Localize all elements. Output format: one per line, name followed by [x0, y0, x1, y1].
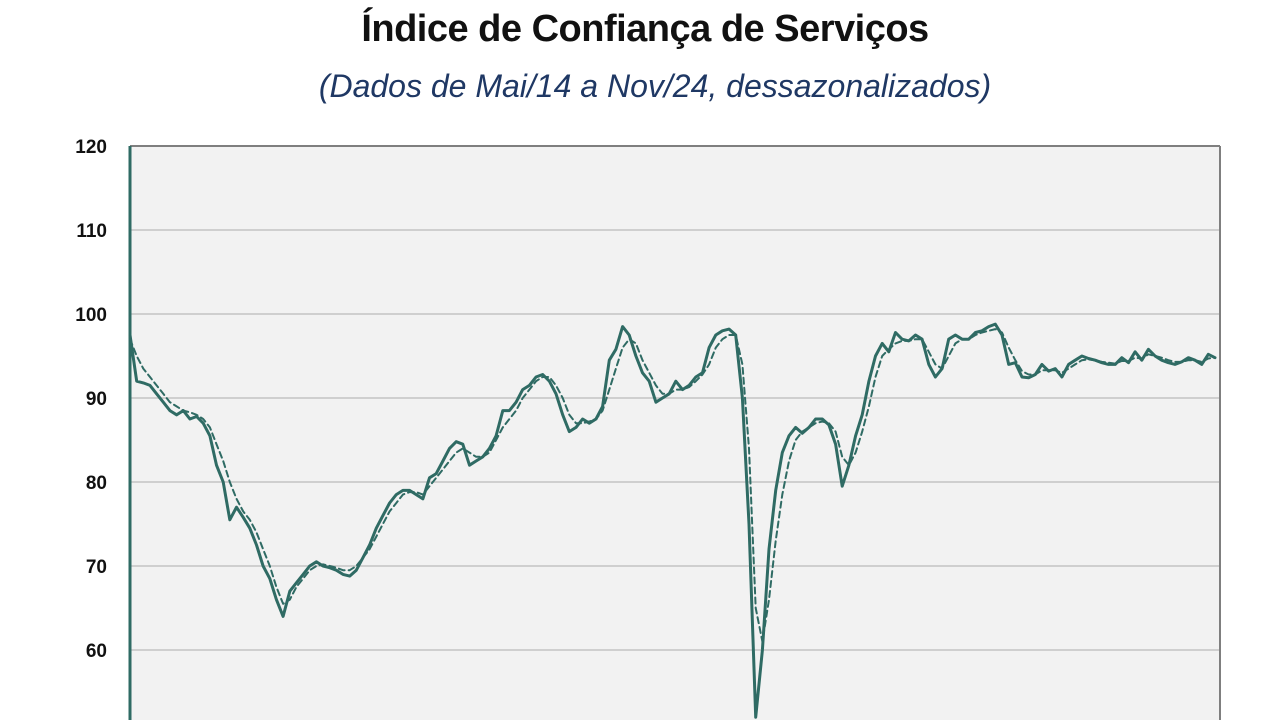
- chart-subtitle: (Dados de Mai/14 a Nov/24, dessazonaliza…: [318, 68, 992, 104]
- y-tick-label: 90: [86, 389, 107, 410]
- y-tick-label: 100: [75, 305, 107, 326]
- series-line-dashed: [129, 328, 1216, 643]
- chart-title: Índice de Confiança de Serviços: [361, 8, 929, 50]
- y-tick-label: 80: [86, 473, 107, 494]
- y-tick-label: 120: [75, 137, 107, 158]
- y-tick-label: 60: [86, 641, 107, 662]
- plot-area: [130, 146, 1220, 720]
- y-tick-label: 110: [76, 221, 107, 242]
- y-tick-label: 70: [86, 557, 107, 578]
